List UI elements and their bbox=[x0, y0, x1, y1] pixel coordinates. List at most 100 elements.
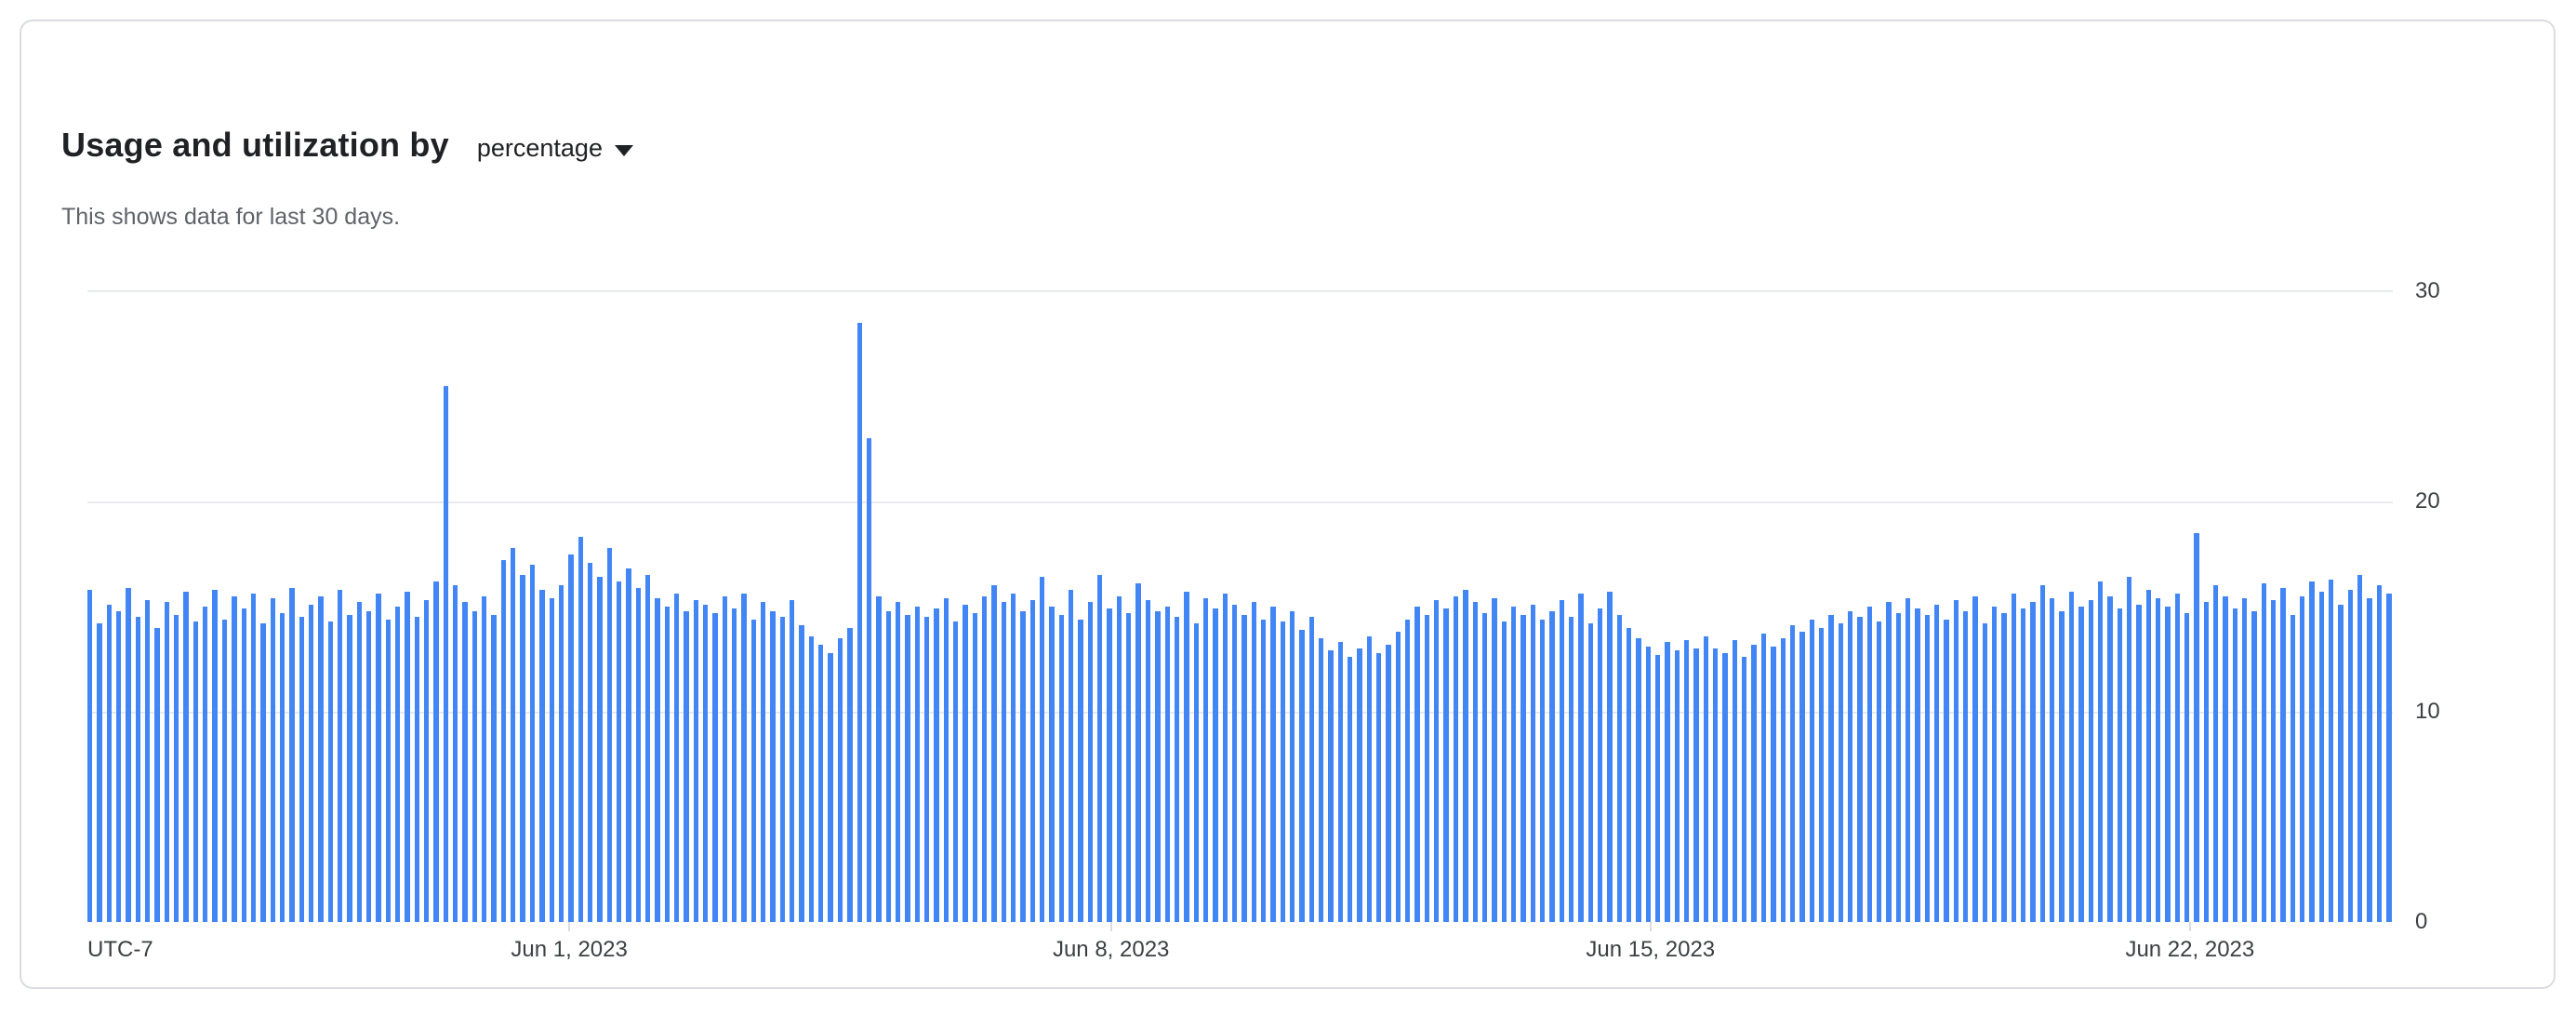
bar bbox=[1242, 615, 1247, 922]
usage-chart-card: Usage and utilization by percentage This… bbox=[20, 20, 2556, 989]
bar bbox=[1838, 623, 1843, 922]
bar bbox=[2097, 581, 2104, 922]
bar bbox=[1299, 629, 1305, 922]
bar bbox=[2357, 575, 2363, 922]
bar bbox=[1164, 607, 1170, 922]
bar bbox=[260, 623, 266, 922]
bar bbox=[2078, 607, 2084, 922]
bar bbox=[1348, 657, 1353, 922]
axis-tick bbox=[1109, 922, 1112, 931]
bar bbox=[395, 607, 401, 922]
bar bbox=[837, 637, 843, 922]
bar bbox=[135, 617, 141, 922]
bar bbox=[2117, 608, 2122, 922]
bar bbox=[1866, 607, 1872, 922]
bar bbox=[2261, 583, 2267, 922]
bar bbox=[1665, 642, 1670, 922]
gridline-20 bbox=[87, 501, 2393, 503]
bar bbox=[1145, 600, 1151, 922]
x-axis-label: Jun 15, 2023 bbox=[1586, 937, 1716, 962]
bar bbox=[2271, 600, 2277, 922]
bar bbox=[1463, 589, 1468, 922]
bar bbox=[145, 600, 151, 922]
bar bbox=[549, 597, 554, 922]
chart-title: Usage and utilization by bbox=[61, 126, 449, 164]
bar bbox=[299, 617, 304, 922]
metric-dropdown[interactable]: percentage bbox=[477, 134, 633, 163]
bar-series bbox=[87, 291, 2393, 922]
bar bbox=[1905, 597, 1911, 922]
bar bbox=[1116, 595, 1122, 922]
bar bbox=[318, 595, 324, 922]
bar bbox=[2088, 600, 2093, 922]
bar bbox=[491, 615, 497, 922]
bar bbox=[250, 594, 257, 922]
axis-tick bbox=[1649, 922, 1652, 931]
bar bbox=[1607, 592, 1613, 922]
bar bbox=[2212, 585, 2219, 922]
bar bbox=[722, 595, 728, 922]
bar bbox=[424, 600, 430, 922]
bar bbox=[376, 594, 381, 922]
bar bbox=[1857, 617, 1863, 922]
bar bbox=[2242, 597, 2248, 922]
bar bbox=[2039, 585, 2046, 922]
bar bbox=[1213, 608, 1218, 922]
bar bbox=[270, 597, 275, 922]
bar bbox=[673, 594, 680, 922]
plot-area[interactable] bbox=[87, 290, 2393, 922]
bar bbox=[1760, 634, 1767, 922]
bar bbox=[1308, 617, 1314, 922]
bar bbox=[1386, 644, 1391, 922]
bar bbox=[790, 600, 795, 922]
bar bbox=[327, 621, 333, 922]
bar bbox=[2059, 610, 2065, 922]
bar bbox=[529, 564, 536, 922]
bar bbox=[914, 607, 920, 922]
bar bbox=[895, 602, 901, 922]
bar bbox=[963, 604, 968, 922]
bar bbox=[87, 589, 93, 922]
bar bbox=[279, 612, 285, 922]
bar bbox=[1202, 597, 1209, 922]
bar bbox=[1627, 627, 1632, 922]
bar bbox=[2386, 594, 2392, 922]
bar bbox=[1559, 600, 1564, 922]
bar bbox=[664, 607, 670, 922]
bar bbox=[232, 595, 237, 922]
bar bbox=[1251, 602, 1256, 922]
bar bbox=[2203, 602, 2209, 922]
bar bbox=[2329, 579, 2334, 922]
bar bbox=[885, 610, 891, 922]
bar bbox=[1742, 657, 1747, 922]
x-axis-label: Jun 1, 2023 bbox=[511, 937, 628, 962]
bar bbox=[1924, 615, 1930, 922]
bar bbox=[568, 554, 574, 922]
bar bbox=[97, 623, 102, 922]
x-axis-label: Jun 22, 2023 bbox=[2125, 937, 2255, 962]
bar bbox=[2223, 595, 2228, 922]
bar bbox=[1049, 607, 1055, 922]
bar bbox=[1549, 610, 1555, 922]
bar bbox=[183, 592, 189, 922]
bar bbox=[1847, 610, 1853, 922]
bar bbox=[2347, 589, 2354, 922]
bar bbox=[2280, 587, 2286, 922]
bar bbox=[221, 619, 228, 922]
bar bbox=[2174, 594, 2180, 922]
bar bbox=[1328, 650, 1334, 922]
axis-tick bbox=[568, 922, 571, 931]
bar bbox=[779, 617, 786, 922]
bar bbox=[1780, 637, 1786, 922]
bar bbox=[2050, 597, 2055, 922]
bar bbox=[500, 560, 507, 922]
bar bbox=[2300, 595, 2305, 922]
bar bbox=[847, 627, 853, 922]
bar bbox=[471, 610, 478, 922]
bar bbox=[644, 575, 651, 922]
bar bbox=[2068, 592, 2075, 922]
bar bbox=[558, 585, 564, 922]
bar bbox=[818, 644, 824, 922]
bar bbox=[2021, 608, 2026, 922]
bar bbox=[414, 617, 420, 922]
